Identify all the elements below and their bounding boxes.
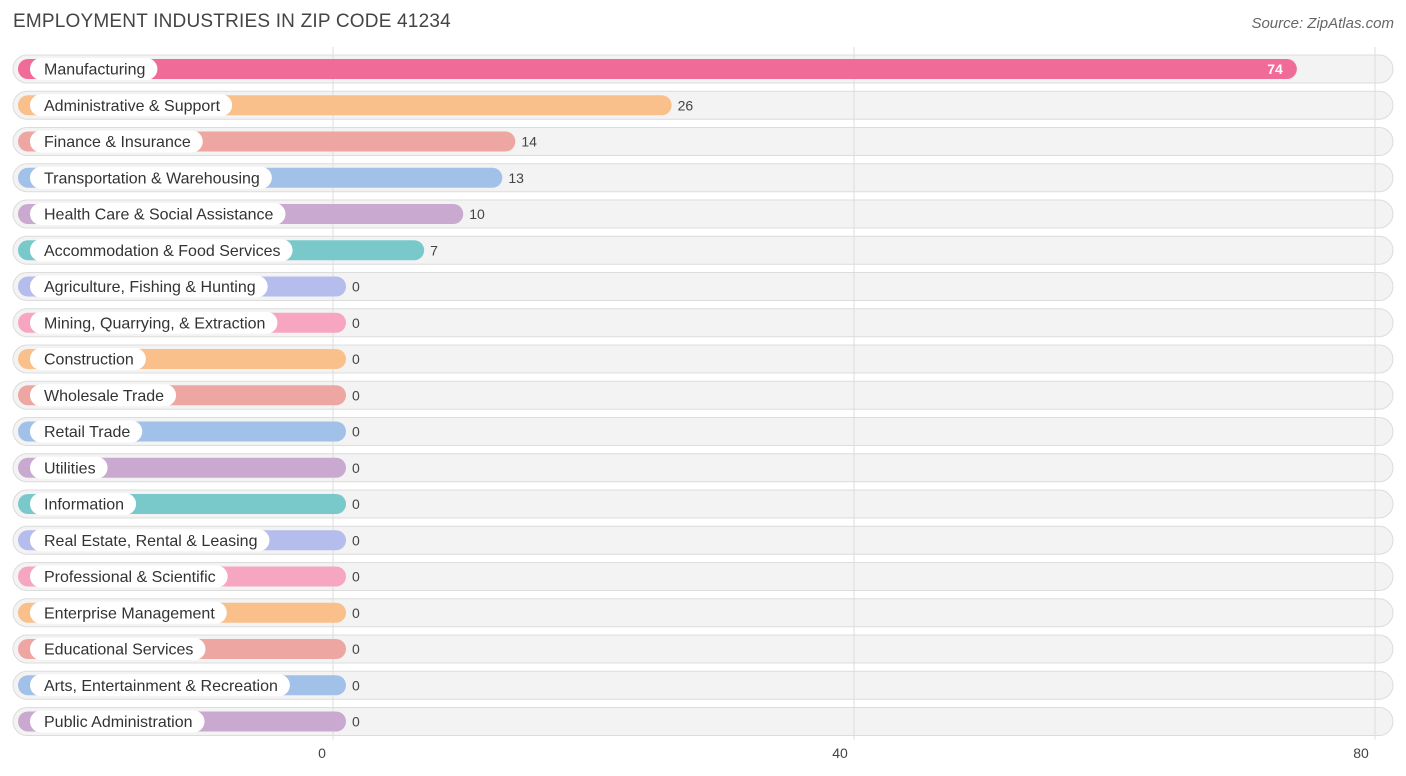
category-label: Health Care & Social Assistance — [44, 207, 274, 224]
category-label: Administrative & Support — [44, 98, 221, 115]
row-background — [12, 417, 1394, 446]
bar — [18, 59, 1297, 79]
value-label: 26 — [678, 97, 694, 113]
value-label: 0 — [352, 677, 360, 693]
x-tick-label: 40 — [832, 745, 848, 761]
row-background — [12, 634, 1394, 664]
x-tick-label: 0 — [318, 745, 326, 761]
category-label: Information — [44, 497, 124, 514]
category-label-pill — [30, 311, 278, 334]
value-label: 7 — [430, 242, 438, 258]
category-label-pill — [30, 348, 146, 370]
category-label-pill — [30, 203, 286, 225]
row-background — [12, 525, 1394, 555]
category-label-pill — [30, 420, 143, 443]
category-label-pill — [30, 130, 203, 153]
category-label-pill — [30, 166, 272, 189]
row-background — [12, 598, 1394, 628]
category-label-pill — [30, 638, 206, 660]
category-label-pill — [30, 239, 293, 262]
category-label: Wholesale Trade — [44, 388, 164, 405]
category-label: Agriculture, Fishing & Hunting — [44, 279, 256, 296]
value-label: 10 — [469, 206, 485, 222]
row-background — [12, 272, 1394, 301]
value-label: 74 — [1267, 61, 1283, 77]
category-label: Professional & Scientific — [44, 569, 216, 586]
category-label: Construction — [44, 352, 134, 369]
category-label: Arts, Entertainment & Recreation — [44, 678, 278, 695]
category-label: Mining, Quarrying, & Extraction — [44, 315, 265, 332]
value-label: 0 — [352, 315, 360, 331]
category-label-pill — [30, 275, 268, 298]
value-label: 0 — [352, 714, 360, 730]
category-label-pill — [30, 493, 137, 515]
category-label-pill — [30, 565, 228, 588]
value-label: 0 — [352, 460, 360, 476]
source-label: Source: ZipAtlas.com — [1251, 15, 1394, 32]
value-label: 0 — [352, 496, 360, 512]
row-background — [12, 453, 1394, 483]
row-background — [12, 670, 1394, 700]
category-label-pill — [30, 710, 205, 733]
category-label-pill — [30, 674, 290, 697]
value-label: 0 — [352, 532, 360, 548]
category-label-pill — [30, 456, 108, 479]
value-label: 14 — [521, 134, 537, 150]
category-label: Real Estate, Rental & Leasing — [44, 533, 257, 550]
category-label: Educational Services — [44, 642, 193, 659]
category-label: Manufacturing — [44, 62, 145, 79]
category-label: Public Administration — [44, 714, 193, 731]
row-background — [12, 707, 1394, 736]
value-label: 0 — [352, 351, 360, 367]
category-label: Finance & Insurance — [44, 134, 191, 151]
row-background — [12, 344, 1394, 374]
category-label-pill — [30, 384, 177, 407]
value-label: 0 — [352, 605, 360, 621]
category-label: Retail Trade — [44, 424, 130, 441]
category-label-pill — [30, 601, 227, 624]
category-label-pill — [30, 529, 270, 552]
value-label: 0 — [352, 387, 360, 403]
category-label: Enterprise Management — [44, 605, 215, 622]
category-label: Transportation & Warehousing — [44, 170, 260, 187]
category-label: Accommodation & Food Services — [44, 243, 281, 260]
x-tick-label: 80 — [1353, 745, 1369, 761]
category-label: Utilities — [44, 460, 96, 477]
row-background — [12, 489, 1394, 519]
row-background — [12, 562, 1394, 591]
value-label: 0 — [352, 279, 360, 295]
value-label: 0 — [352, 424, 360, 440]
value-label: 0 — [352, 569, 360, 585]
row-background — [12, 308, 1394, 338]
value-label: 13 — [508, 170, 524, 186]
category-label-pill — [30, 94, 233, 117]
chart-title: EMPLOYMENT INDUSTRIES IN ZIP CODE 41234 — [13, 11, 451, 32]
category-label-pill — [30, 58, 158, 80]
value-label: 0 — [352, 641, 360, 657]
row-background — [12, 380, 1394, 410]
